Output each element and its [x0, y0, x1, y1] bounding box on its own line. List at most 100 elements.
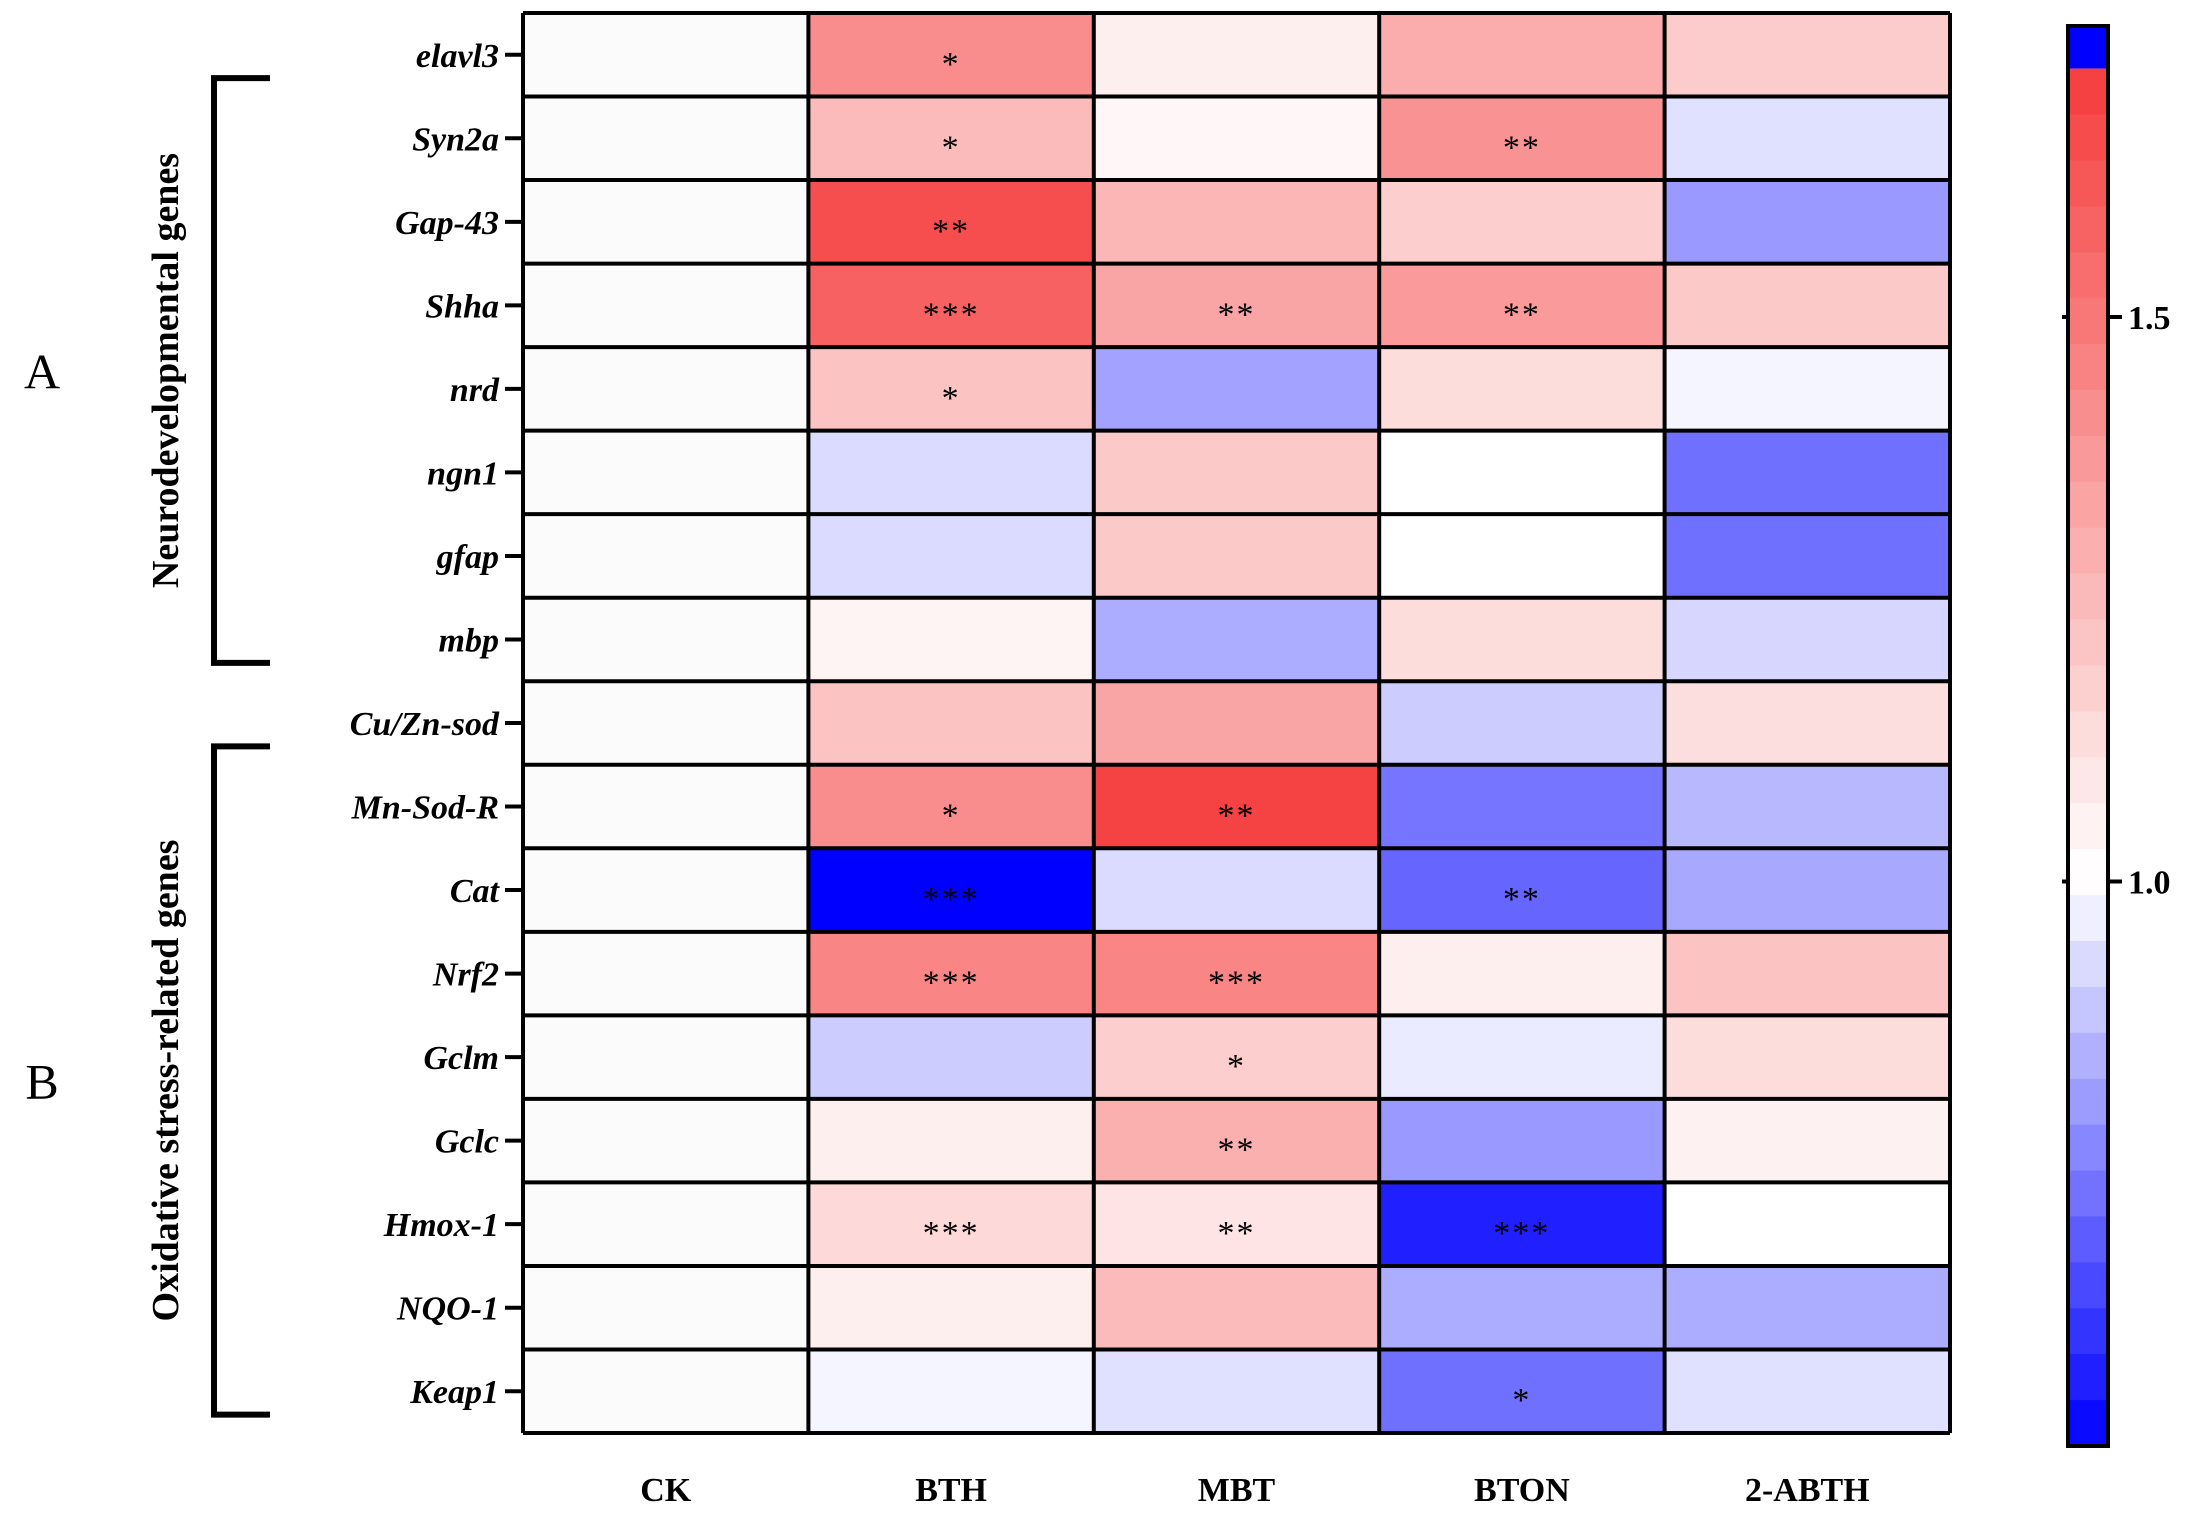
row-label: Nrf2: [432, 957, 499, 994]
heatmap-cell: [1379, 13, 1665, 97]
colorbar-band: [2068, 298, 2108, 345]
heatmap-cell: [523, 1265, 809, 1350]
heatmap-cell: [1379, 764, 1665, 849]
colorbar-band: [2068, 1124, 2108, 1172]
colorbar-band: [2068, 757, 2108, 804]
heatmap-cell: [1664, 263, 1950, 348]
heatmap-cell: [1664, 514, 1950, 598]
colorbar-band: [2068, 527, 2108, 575]
heatmap-cell: [808, 1098, 1094, 1183]
significance-label: *: [1227, 1048, 1246, 1085]
significance-label: *: [942, 380, 961, 417]
heatmap-cell: [1664, 764, 1950, 849]
heatmap-cell: [1664, 347, 1950, 431]
colorbar-band: [2068, 573, 2108, 621]
heatmap-cell: [1664, 681, 1950, 765]
heatmap-cell: [523, 1015, 809, 1099]
column-label: 2-ABTH: [1745, 1472, 1870, 1509]
heatmap-cell: [808, 764, 1094, 849]
significance-label: **: [932, 213, 970, 250]
colorbar-band: [2068, 389, 2108, 437]
heatmap-cell: [1379, 1015, 1665, 1099]
heatmap-cells: [523, 13, 1950, 1433]
heatmap-cell: [1379, 681, 1665, 765]
heatmap-cell: [808, 681, 1094, 765]
heatmap-cell: [1093, 1265, 1380, 1350]
significance-label: ***: [923, 965, 980, 1002]
heatmap-cell: [523, 514, 809, 598]
heatmap-cell: [1379, 514, 1665, 598]
row-label: Syn2a: [412, 121, 499, 158]
row-label: Gclc: [435, 1124, 499, 1161]
heatmap-cell: [1093, 1349, 1380, 1433]
colorbar-band: [2068, 986, 2108, 1034]
heatmap-cell: [808, 13, 1094, 97]
row-label: elavl3: [416, 38, 499, 75]
colorbar: 1.0 1.5: [2062, 24, 2171, 1448]
colorbar-tick-label: 1.5: [2128, 300, 2171, 337]
heatmap-cell: [1093, 597, 1380, 682]
colorbar-band: [2068, 252, 2108, 299]
colorbar-band: [2068, 1262, 2108, 1309]
heatmap-cell: [1093, 764, 1380, 849]
colorbar-band: [2068, 1032, 2108, 1080]
row-label: Gclm: [423, 1040, 499, 1077]
heatmap-cell: [1379, 931, 1665, 1016]
row-label: Cat: [450, 873, 501, 910]
row-label: ngn1: [427, 455, 499, 492]
group-letter: A: [24, 344, 60, 400]
heatmap-cell: [1664, 931, 1950, 1016]
colorbar-band: [2068, 803, 2108, 850]
column-label: CK: [640, 1472, 692, 1509]
heatmap-cell: [1093, 1182, 1380, 1266]
colorbar-overflow-band: [2068, 26, 2108, 69]
significance-label: **: [1218, 798, 1256, 835]
row-label: mbp: [439, 622, 499, 659]
row-label: Keap1: [409, 1374, 499, 1411]
heatmap-cell: [1664, 848, 1950, 932]
heatmap-cell: [808, 1349, 1094, 1433]
significance-label: **: [1218, 1215, 1256, 1252]
heatmap-cell: [1379, 263, 1665, 348]
heatmap-cell: [1379, 1265, 1665, 1350]
heatmap-cell: [1093, 931, 1380, 1016]
heatmap-cell: [1379, 1182, 1665, 1266]
heatmap-cell: [1093, 347, 1380, 431]
heatmap-cell: [1093, 180, 1380, 264]
heatmap-cell: [808, 96, 1094, 181]
heatmap-cell: [523, 1182, 809, 1266]
colorbar-tick-label: 1.0: [2128, 864, 2171, 901]
significance-label: ***: [923, 1215, 980, 1252]
colorbar-band: [2068, 849, 2108, 896]
colorbar-band: [2068, 1400, 2108, 1447]
group-title: Oxidative stress-related genes: [145, 840, 187, 1322]
heatmap-cell: [1379, 848, 1665, 932]
heatmap-cell: [1664, 597, 1950, 682]
heatmap-cell: [1379, 1098, 1665, 1183]
heatmap-cell: [1093, 1015, 1380, 1099]
column-labels: CK BTH MBT BTON 2-ABTH: [640, 1472, 1869, 1509]
heatmap-cell: [808, 1015, 1094, 1099]
colorbar-band: [2068, 619, 2108, 667]
heatmap-cell: [523, 13, 809, 97]
heatmap-cell: [1379, 180, 1665, 264]
column-label: MBT: [1198, 1472, 1276, 1509]
significance-label: **: [1218, 296, 1256, 333]
heatmap-cell: [523, 681, 809, 765]
heatmap-cell: [1379, 1349, 1665, 1433]
heatmap-cell: [1379, 597, 1665, 682]
heatmap-cell: [523, 96, 809, 181]
row-label: Hmox-1: [383, 1207, 499, 1244]
heatmap-cell: [808, 180, 1094, 264]
heatmap-cell: [523, 430, 809, 515]
heatmap-cell: [808, 263, 1094, 348]
heatmap-cell: [523, 764, 809, 849]
heatmap-cell: [523, 597, 809, 682]
heatmap-cell: [808, 1265, 1094, 1350]
significance-label: *: [1512, 1382, 1531, 1419]
significance-label: **: [1503, 881, 1541, 918]
colorbar-band: [2068, 1308, 2108, 1355]
heatmap-cell: [808, 597, 1094, 682]
significance-markers: ** ******* ** **** ***** ***** ********* ** ****: [923, 46, 1549, 1419]
